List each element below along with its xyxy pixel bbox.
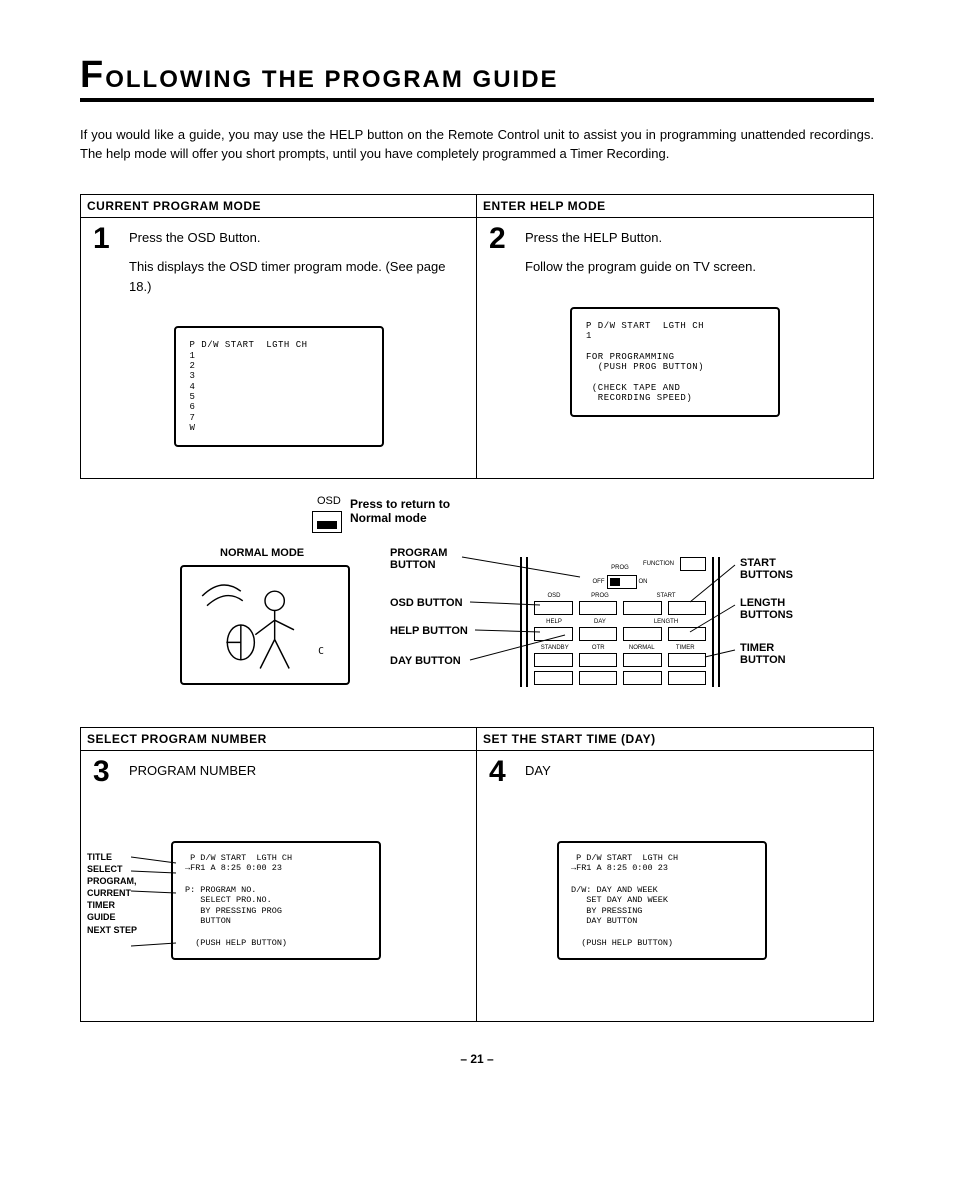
page-number: – 21 – bbox=[80, 1052, 874, 1066]
title-first-letter: F bbox=[80, 54, 105, 96]
step1-tv-screen: P D/W START LGTH CH 1 2 3 4 5 6 7 W bbox=[174, 326, 384, 447]
panel-timer-label: TIMER bbox=[665, 645, 707, 651]
panel-length-label: LENGTH bbox=[626, 619, 706, 625]
panel-normal-label: NORMAL bbox=[621, 645, 663, 651]
step2-line1: Press the HELP Button. bbox=[525, 228, 859, 248]
panel-otr-label: OTR bbox=[578, 645, 620, 651]
panel-prog2-label: PROG bbox=[580, 593, 620, 599]
osd-note-line1: Press to return to bbox=[350, 497, 450, 511]
page-title: FOLLOWING THE PROGRAM GUIDE bbox=[80, 60, 874, 94]
panel-length-down-btn bbox=[623, 627, 662, 641]
remote-panel: FUNCTION OFF ON PROG OSD PROG START bbox=[520, 557, 720, 687]
step3-subtitle: PROGRAM NUMBER bbox=[129, 761, 462, 781]
cell-step-2: ENTER HELP MODE 2 Press the HELP Button.… bbox=[477, 195, 873, 478]
panel-off-label: OFF bbox=[593, 579, 605, 585]
panel-prog-btn bbox=[579, 601, 618, 615]
step4-header: SET THE START TIME (DAY) bbox=[477, 728, 873, 751]
step1-line1: Press the OSD Button. bbox=[129, 228, 462, 248]
intro-paragraph: If you would like a guide, you may use t… bbox=[80, 126, 874, 164]
panel-prog-label: PROG bbox=[522, 565, 718, 571]
step3-number: 3 bbox=[93, 757, 110, 787]
step4-subtitle: DAY bbox=[525, 761, 859, 781]
panel-normal-btn bbox=[623, 653, 662, 667]
panel-start-label: START bbox=[626, 593, 706, 599]
cell-step-3: SELECT PROGRAM NUMBER 3 PROGRAM NUMBER T… bbox=[81, 728, 477, 1021]
normal-mode-tv: C bbox=[180, 565, 350, 685]
step2-header: ENTER HELP MODE bbox=[477, 195, 873, 218]
step2-line2: Follow the program guide on TV screen. bbox=[525, 257, 859, 277]
step2-number: 2 bbox=[489, 224, 506, 254]
top-grid: CURRENT PROGRAM MODE 1 Press the OSD But… bbox=[80, 194, 874, 479]
step3-side-labels: TITLE SELECT PROGRAM, CURRENT TIMER GUID… bbox=[87, 851, 137, 936]
panel-start-down-btn bbox=[623, 601, 662, 615]
panel-bottom-2 bbox=[579, 671, 618, 685]
panel-standby-label: STANDBY bbox=[534, 645, 576, 651]
step3-tv-screen: P D/W START LGTH CH →FR1 A 8:25 0:00 23 … bbox=[171, 841, 381, 961]
osd-small-label: OSD bbox=[317, 495, 341, 507]
svg-text:C: C bbox=[318, 646, 324, 657]
panel-osd-btn bbox=[534, 601, 573, 615]
remote-diagram: PROGRAM BUTTON OSD BUTTON HELP BUTTON DA… bbox=[390, 547, 860, 702]
panel-bottom-3 bbox=[623, 671, 662, 685]
step4-tv-screen: P D/W START LGTH CH →FR1 A 8:25 0:00 23 … bbox=[557, 841, 767, 961]
panel-day-btn bbox=[579, 627, 618, 641]
panel-length-up-btn bbox=[668, 627, 707, 641]
cell-step-4: SET THE START TIME (DAY) 4 DAY P D/W STA… bbox=[477, 728, 873, 1021]
panel-bottom-4 bbox=[668, 671, 707, 685]
osd-note-line2: Normal mode bbox=[350, 511, 427, 525]
panel-day-label: DAY bbox=[580, 619, 620, 625]
osd-button-icon bbox=[312, 511, 342, 533]
panel-prog-switch bbox=[607, 575, 637, 589]
title-rest: OLLOWING THE PROGRAM GUIDE bbox=[105, 66, 558, 93]
panel-help-btn bbox=[534, 627, 573, 641]
panel-otr-btn bbox=[579, 653, 618, 667]
middle-diagram-area: OSD Press to return to Normal mode NORMA… bbox=[80, 487, 874, 707]
step1-line2: This displays the OSD timer program mode… bbox=[129, 257, 462, 296]
bottom-grid: SELECT PROGRAM NUMBER 3 PROGRAM NUMBER T… bbox=[80, 727, 874, 1022]
step4-number: 4 bbox=[489, 757, 506, 787]
panel-help-label: HELP bbox=[534, 619, 574, 625]
osd-note: Press to return to Normal mode bbox=[350, 497, 450, 525]
step1-number: 1 bbox=[93, 224, 110, 254]
step1-header: CURRENT PROGRAM MODE bbox=[81, 195, 476, 218]
title-underline bbox=[80, 98, 874, 102]
panel-timer-btn bbox=[668, 653, 707, 667]
panel-bottom-1 bbox=[534, 671, 573, 685]
panel-on-label: ON bbox=[639, 579, 648, 585]
cell-step-1: CURRENT PROGRAM MODE 1 Press the OSD But… bbox=[81, 195, 477, 478]
normal-mode-label: NORMAL MODE bbox=[220, 547, 304, 559]
panel-start-up-btn bbox=[668, 601, 707, 615]
panel-osd-label: OSD bbox=[534, 593, 574, 599]
panel-standby-btn bbox=[534, 653, 573, 667]
step3-header: SELECT PROGRAM NUMBER bbox=[81, 728, 476, 751]
step2-tv-screen: P D/W START LGTH CH 1 FOR PROGRAMMING (P… bbox=[570, 307, 780, 418]
